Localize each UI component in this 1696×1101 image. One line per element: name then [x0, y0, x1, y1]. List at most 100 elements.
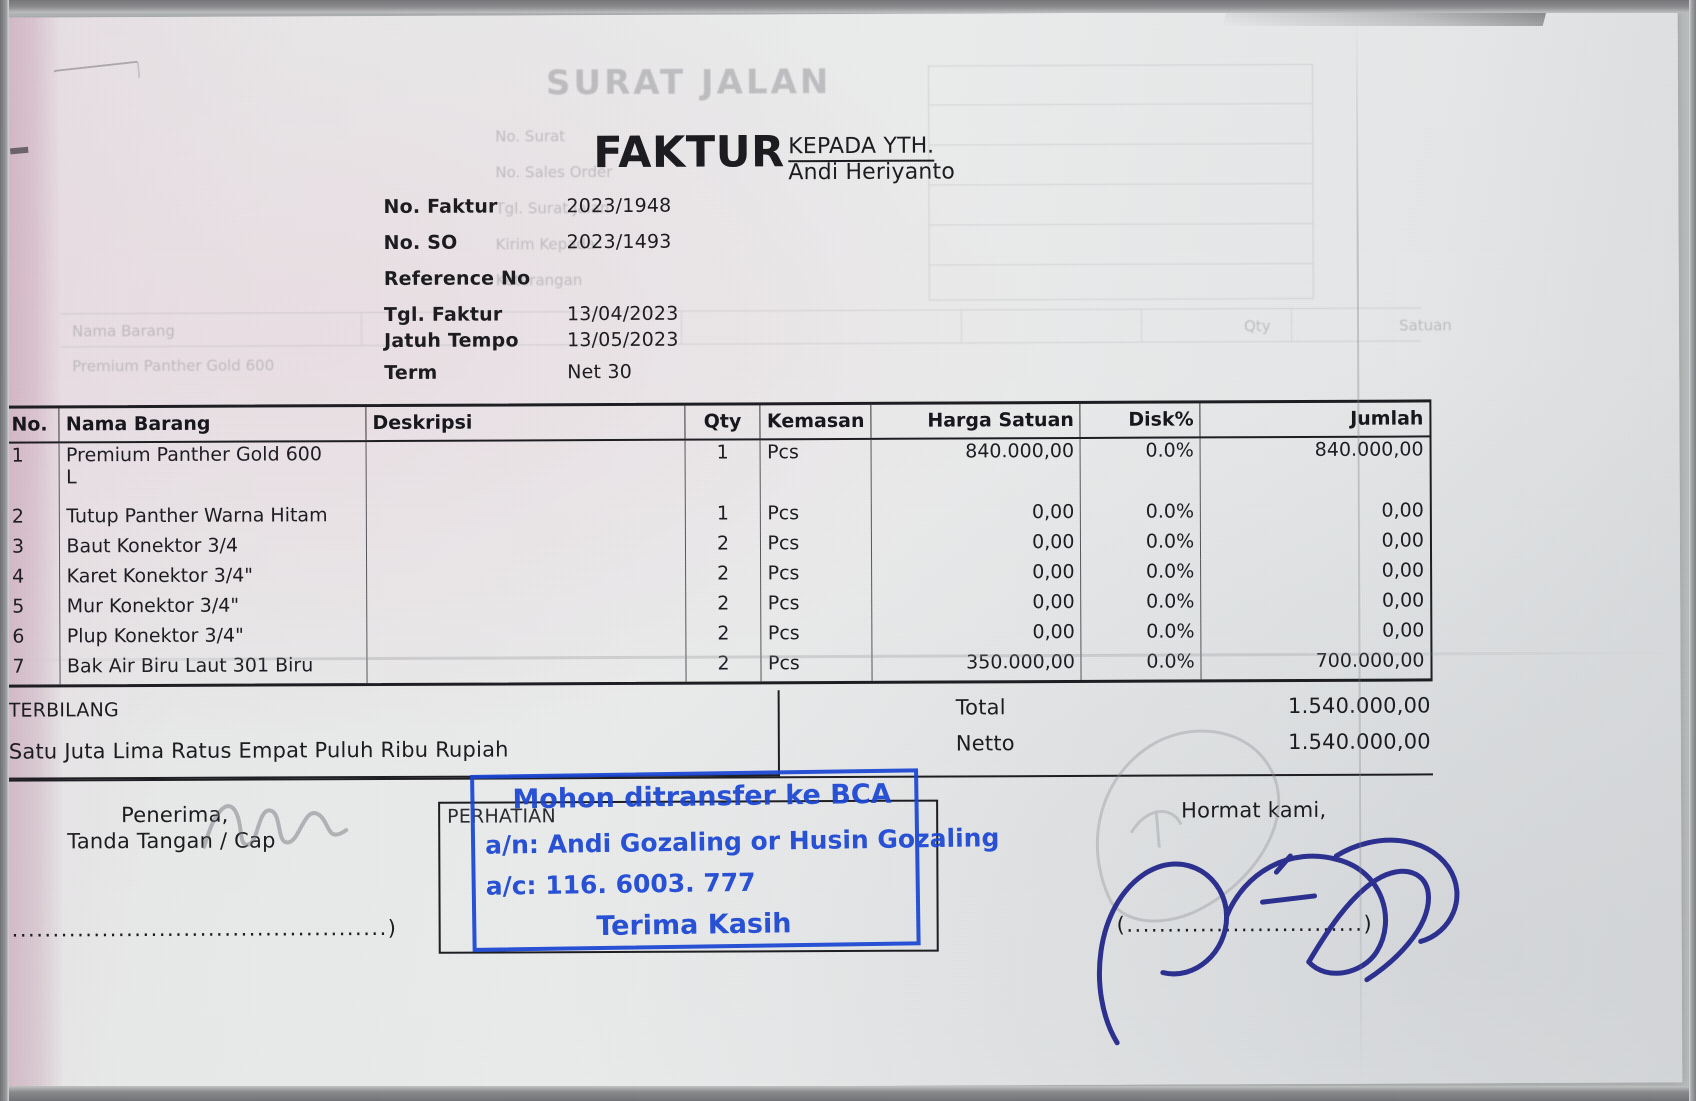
cell-harga: 0,00 [871, 619, 1082, 651]
recipient-name: Andi Heriyanto [788, 159, 956, 186]
column-header-nama: Nama Barang [59, 407, 367, 443]
stamp-line-account-number: a/c: 116. 6003. 777 [485, 867, 756, 901]
cell-disk: 0.0% [1081, 619, 1202, 650]
meta-label-term: Term [384, 361, 438, 384]
column-header-no: No. [5, 408, 60, 443]
meta-value-term: Net 30 [567, 360, 633, 384]
bleed-through-col-qty: Qty [1243, 317, 1271, 336]
column-header-deskripsi: Deskripsi [365, 405, 685, 442]
cell-no: 6 [6, 624, 61, 655]
column-header-qty: Qty [684, 405, 761, 440]
table-row: 1 Premium Panther Gold 600 L 1 Pcs 840.0… [5, 436, 1430, 505]
cell-deskripsi [366, 531, 686, 564]
terbilang-label: TERBILANG [8, 699, 119, 722]
bleed-through-table-header [60, 307, 1422, 348]
cell-nama: Karet Konektor 3/4" [60, 563, 367, 595]
cell-nama: Premium Panther Gold 600 L [59, 441, 367, 505]
meta-label-no-faktur: No. Faktur [383, 195, 498, 218]
column-header-harga-satuan: Harga Satuan [870, 403, 1081, 439]
cell-nama: Mur Konektor 3/4" [60, 593, 367, 625]
cell-disk: 0.0% [1080, 529, 1201, 560]
paper-fold-top-left [53, 60, 141, 88]
meta-label-tgl-faktur: Tgl. Faktur [383, 303, 503, 326]
bleed-through-col-satuan: Satuan [1398, 316, 1452, 335]
terbilang-value: Satu Juta Lima Ratus Empat Puluh Ribu Ru… [8, 737, 509, 764]
column-header-kemasan: Kemasan [760, 404, 872, 440]
cell-nama: Plup Konektor 3/4" [60, 623, 367, 655]
signature-line-right: (.............................) [1116, 911, 1374, 937]
cell-kemasan: Pcs [761, 560, 872, 592]
bleed-through-line-1: No. Surat [495, 127, 566, 146]
cell-disk: 0.0% [1081, 589, 1201, 620]
cell-deskripsi [366, 501, 686, 534]
cell-jumlah: 0,00 [1381, 589, 1425, 612]
cell-harga: 840.000,00 [871, 437, 1081, 501]
cell-nama: Baut Konektor 3/4 [59, 533, 367, 565]
cell-kemasan: Pcs [760, 500, 872, 532]
scan-edge-left [0, 0, 9, 1101]
scan-edge-right [1689, 0, 1696, 1101]
total-value: 1.540.000,00 [1199, 693, 1431, 718]
cell-qty: 2 [685, 561, 762, 592]
signature-line-left: ........................................… [11, 915, 398, 942]
cell-deskripsi [366, 561, 686, 594]
meta-value-jatuh-tempo: 13/05/2023 [567, 328, 679, 352]
cell-no: 4 [6, 564, 61, 595]
cell-harga: 0,00 [871, 529, 1081, 561]
tanda-tangan-label: Tanda Tangan / Cap [67, 828, 276, 854]
cell-nama-line2: L [66, 466, 77, 489]
meta-value-tgl-faktur: 13/04/2023 [566, 302, 679, 326]
cell-disk: 0.0% [1080, 437, 1201, 500]
hormat-kami-label: Hormat kami, [1181, 797, 1327, 823]
cell-jumlah: 0,00 [1381, 529, 1425, 552]
cell-no: 1 [5, 442, 60, 505]
paper-sheet: SURAT JALAN No. Surat No. Sales Order Tg… [0, 10, 1683, 1090]
cell-kemasan: Pcs [760, 438, 872, 502]
meta-value-no-faktur: 2023/1948 [566, 194, 672, 218]
scan-edge-top [0, 0, 1696, 13]
cell-qty: 2 [685, 591, 762, 622]
cell-nama: Tutup Panther Warna Hitam [59, 503, 367, 535]
cell-no: 3 [5, 534, 61, 565]
cell-no: 5 [6, 594, 61, 625]
netto-value: 1.540.000,00 [1199, 729, 1431, 754]
bank-transfer-stamp: Mohon ditransfer ke BCA a/n: Andi Gozali… [470, 768, 1000, 952]
total-label: Total [955, 695, 1006, 720]
meta-value-no-so: 2023/1493 [566, 230, 672, 254]
cell-kemasan: Pcs [761, 590, 872, 622]
cell-disk: 0.0% [1080, 559, 1201, 590]
cell-deskripsi [366, 439, 685, 504]
bleed-through-col-1: Nama Barang [71, 321, 175, 341]
bleed-through-item-1: Premium Panther Gold 600 [72, 356, 275, 376]
cell-deskripsi [366, 621, 686, 654]
cell-kemasan: Pcs [761, 620, 872, 652]
penerima-label: Penerima, [121, 802, 229, 828]
cell-qty: 1 [684, 439, 761, 502]
cell-jumlah: 0,00 [1381, 499, 1424, 522]
cell-qty: 2 [685, 621, 762, 652]
netto-label: Netto [955, 731, 1015, 756]
cell-disk: 0.0% [1080, 499, 1201, 530]
cell-deskripsi [366, 591, 686, 624]
cell-jumlah: 840.000,00 [1314, 438, 1424, 461]
bleed-through-title: SURAT JALAN [545, 62, 832, 104]
cell-qty: 1 [684, 501, 761, 532]
cell-no: 2 [5, 504, 60, 535]
bleed-through-address-box [927, 63, 1314, 301]
meta-label-reference: Reference No [383, 267, 531, 290]
recipient-label: KEPADA YTH. [788, 133, 935, 163]
cell-qty: 2 [685, 531, 762, 562]
cell-harga: 0,00 [871, 499, 1081, 531]
page-title: FAKTUR [593, 127, 785, 179]
column-header-jumlah: Jumlah [1200, 402, 1430, 438]
cell-harga: 0,00 [871, 559, 1082, 591]
scan-edge-bottom [0, 1086, 1696, 1101]
stamp-line-transfer: Mohon ditransfer ke BCA [512, 778, 892, 816]
meta-label-no-so: No. SO [383, 231, 458, 254]
column-header-disk: Disk% [1080, 403, 1201, 438]
meta-label-jatuh-tempo: Jatuh Tempo [384, 329, 519, 352]
cell-jumlah: 0,00 [1381, 619, 1425, 642]
line-items-table: No. Nama Barang Deskripsi Qty Kemasan Ha… [3, 399, 1433, 688]
cell-harga: 0,00 [871, 589, 1082, 621]
